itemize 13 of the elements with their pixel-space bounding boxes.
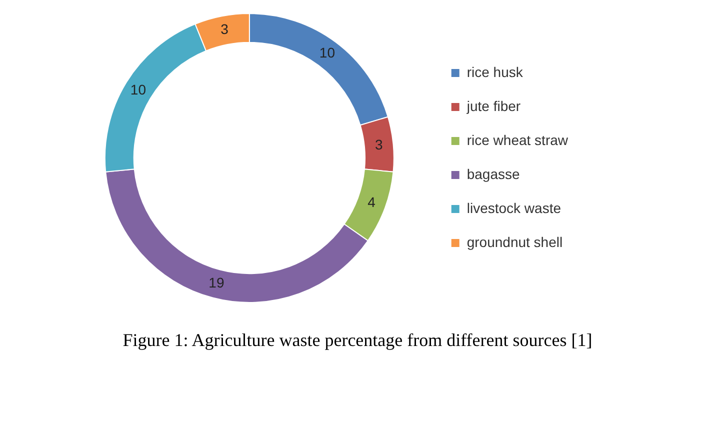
data-label: 10 [319, 44, 336, 61]
caption: Figure 1: Agriculture waste percentage from different sources [1] [122, 330, 594, 351]
legend-label: jute fiber [466, 98, 521, 114]
legend-label: bagasse [466, 166, 520, 182]
data-label: 10 [130, 81, 146, 98]
data-label: 3 [220, 21, 229, 38]
legend-label: rice husk [466, 64, 524, 80]
legend-label: livestock waste [466, 200, 562, 216]
data-label: 19 [208, 274, 224, 291]
data-label: 4 [368, 194, 376, 210]
legend-label: rice wheat straw [466, 132, 569, 148]
legend-label: groundnut shell [466, 234, 563, 250]
data-label: 3 [374, 136, 383, 152]
